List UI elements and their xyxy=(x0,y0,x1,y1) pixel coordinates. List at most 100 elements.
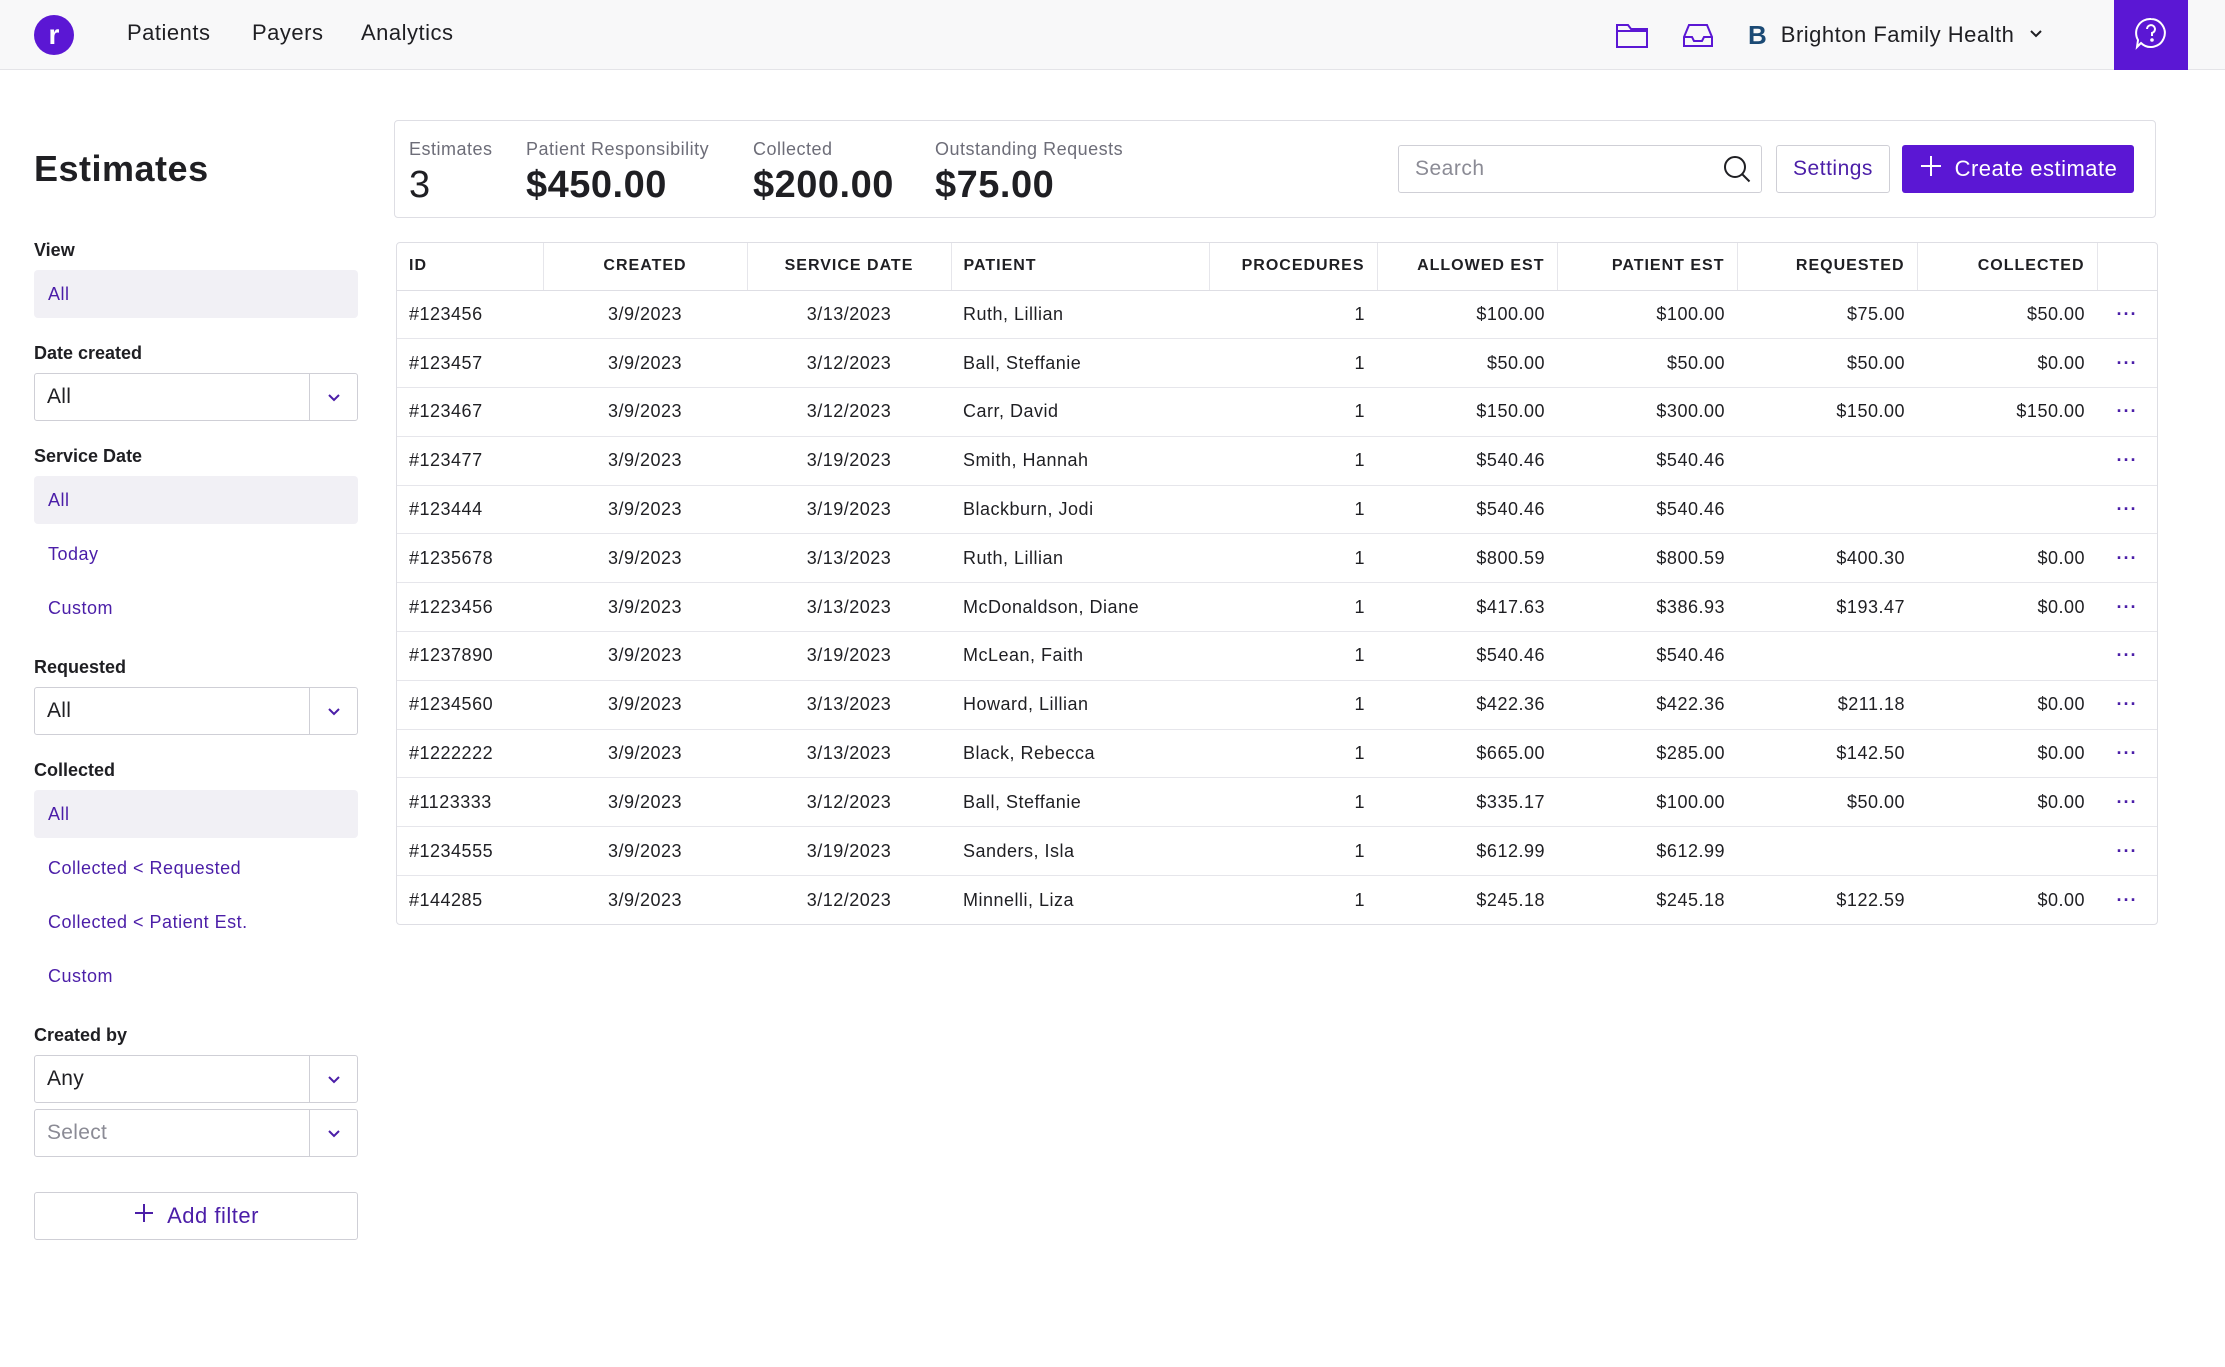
service-date-option-custom[interactable]: Custom xyxy=(48,597,114,618)
row-more-icon[interactable]: ··· xyxy=(2097,582,2157,633)
column-header-created[interactable]: CREATED xyxy=(543,243,748,291)
chevron-down-icon xyxy=(309,1110,357,1156)
column-header-allowed-est[interactable]: ALLOWED EST xyxy=(1377,243,1558,291)
column-header-patient[interactable]: PATIENT xyxy=(951,243,1210,291)
create-estimate-label: Create estimate xyxy=(1954,156,2118,181)
top-navigation: r Patients Payers Analytics B Brighton F… xyxy=(0,0,2225,70)
cell-id: #123477 xyxy=(397,436,543,486)
table-row[interactable]: #123456 3/9/2023 3/13/2023 Ruth, Lillian 1 $1… xyxy=(397,290,2157,340)
create-estimate-button[interactable]: Create estimate xyxy=(1902,145,2134,193)
folder-icon[interactable] xyxy=(1614,17,1650,53)
cell-created: 3/9/2023 xyxy=(543,338,747,389)
column-header-procedures[interactable]: PROCEDURES xyxy=(1209,243,1378,291)
settings-button[interactable]: Settings xyxy=(1776,145,1890,193)
collected-option-custom[interactable]: Custom xyxy=(48,965,114,986)
cell-requested: $50.00 xyxy=(1737,338,1917,389)
collected-option-all[interactable]: All xyxy=(34,790,358,838)
column-header-service-date[interactable]: SERVICE DATE xyxy=(747,243,952,291)
chevron-down-icon xyxy=(309,1056,357,1102)
cell-requested: $400.30 xyxy=(1737,533,1917,584)
row-more-icon[interactable]: ··· xyxy=(2097,533,2157,584)
table-row[interactable]: #123477 3/9/2023 3/19/2023 Smith, Hannah 1 $5… xyxy=(397,436,2157,486)
table-row[interactable]: #123457 3/9/2023 3/12/2023 Ball, Steffanie 1… xyxy=(397,338,2157,389)
date-created-select[interactable]: All xyxy=(34,373,358,421)
table-row[interactable]: #1237890 3/9/2023 3/19/2023 McLean, Faith 1 $… xyxy=(397,631,2157,681)
view-label: View xyxy=(34,240,75,260)
column-header-id[interactable]: ID xyxy=(397,243,544,291)
stat-estimates: Estimates 3 xyxy=(409,139,493,207)
cell-allowed-est: $540.46 xyxy=(1377,436,1557,486)
inbox-icon[interactable] xyxy=(1680,17,1716,53)
service-date-option-all[interactable]: All xyxy=(34,476,358,524)
row-more-icon[interactable]: ··· xyxy=(2097,680,2157,730)
collected-option-less-than-patient-est[interactable]: Collected < Patient Est. xyxy=(48,911,248,932)
stat-collected-label: Collected xyxy=(753,139,833,159)
table-row[interactable]: #1222222 3/9/2023 3/13/2023 Black, Rebecca 1… xyxy=(397,729,2157,779)
created-by-select[interactable]: Any xyxy=(34,1055,358,1103)
row-more-icon[interactable]: ··· xyxy=(2097,485,2157,535)
table-row[interactable]: #144285 3/9/2023 3/12/2023 Minnelli, Liza 1 $… xyxy=(397,876,2157,925)
add-filter-button[interactable]: Add filter xyxy=(34,1192,358,1240)
row-more-icon[interactable]: ··· xyxy=(2097,777,2157,828)
row-more-icon[interactable]: ··· xyxy=(2097,631,2157,681)
cell-requested: $150.00 xyxy=(1737,387,1917,437)
search-box[interactable] xyxy=(1398,145,1762,193)
table-row[interactable]: #1234560 3/9/2023 3/13/2023 Howard, Lillian… xyxy=(397,680,2157,730)
cell-collected xyxy=(1917,485,2097,535)
help-button[interactable] xyxy=(2114,0,2188,70)
column-header-requested[interactable]: REQUESTED xyxy=(1737,243,1918,291)
created-by-label: Created by xyxy=(34,1025,128,1045)
cell-collected: $0.00 xyxy=(1917,338,2097,389)
requested-select[interactable]: All xyxy=(34,687,358,735)
table-row[interactable]: #1234555 3/9/2023 3/19/2023 Sanders, Isla 1 $… xyxy=(397,826,2157,877)
table-row[interactable]: #123444 3/9/2023 3/19/2023 Blackburn, Jodi 1… xyxy=(397,485,2157,535)
cell-allowed-est: $417.63 xyxy=(1377,582,1557,633)
nav-payers[interactable]: Payers xyxy=(252,20,324,45)
cell-patient: Minnelli, Liza xyxy=(963,889,1075,910)
row-more-icon[interactable]: ··· xyxy=(2097,826,2157,877)
row-more-icon[interactable]: ··· xyxy=(2097,290,2157,340)
cell-requested: $193.47 xyxy=(1737,582,1917,633)
table-row[interactable]: #123467 3/9/2023 3/12/2023 Carr, David 1 $150… xyxy=(397,387,2157,437)
search-input[interactable] xyxy=(1399,157,1713,181)
app-logo[interactable]: r xyxy=(34,15,74,55)
cell-id: #123444 xyxy=(397,485,543,535)
search-icon[interactable] xyxy=(1713,154,1761,184)
view-option-all[interactable]: All xyxy=(34,270,358,318)
row-more-icon[interactable]: ··· xyxy=(2097,729,2157,779)
collected-option-less-than-requested[interactable]: Collected < Requested xyxy=(48,857,242,878)
created-by-user-placeholder: Select xyxy=(47,1121,108,1144)
column-header-patient-est[interactable]: PATIENT EST xyxy=(1557,243,1738,291)
cell-procedures: 1 xyxy=(1209,436,1377,486)
cell-service-date: 3/12/2023 xyxy=(747,777,951,828)
cell-service-date: 3/13/2023 xyxy=(747,729,951,779)
column-header-collected[interactable]: COLLECTED xyxy=(1917,243,2098,291)
cell-allowed-est: $335.17 xyxy=(1377,777,1557,828)
row-more-icon[interactable]: ··· xyxy=(2097,436,2157,486)
cell-collected xyxy=(1917,631,2097,681)
date-created-label: Date created xyxy=(34,343,143,363)
stat-patient-responsibility-value: $450.00 xyxy=(526,164,667,206)
cell-procedures: 1 xyxy=(1209,290,1377,340)
cell-requested: $142.50 xyxy=(1737,729,1917,779)
stat-patient-responsibility-label: Patient Responsibility xyxy=(526,139,710,159)
org-switcher[interactable]: B Brighton Family Health xyxy=(1748,17,2044,53)
stat-outstanding-requests: Outstanding Requests $75.00 xyxy=(935,139,1123,207)
cell-collected: $50.00 xyxy=(1917,290,2097,340)
cell-patient-est: $422.36 xyxy=(1557,680,1737,730)
cell-created: 3/9/2023 xyxy=(543,533,747,584)
service-date-option-today[interactable]: Today xyxy=(48,543,99,564)
nav-analytics[interactable]: Analytics xyxy=(361,20,454,45)
table-row[interactable]: #1223456 3/9/2023 3/13/2023 McDonaldson, Di… xyxy=(397,582,2157,633)
created-by-user-select[interactable]: Select xyxy=(34,1109,358,1157)
cell-procedures: 1 xyxy=(1354,889,1365,910)
cell-service-date: 3/12/2023 xyxy=(806,889,892,910)
row-more-icon[interactable]: ··· xyxy=(2097,387,2157,437)
table-row[interactable]: #1123333 3/9/2023 3/12/2023 Ball, Steffanie… xyxy=(397,777,2157,828)
nav-patients[interactable]: Patients xyxy=(127,20,211,45)
table-row[interactable]: #1235678 3/9/2023 3/13/2023 Ruth, Lillian 1 $… xyxy=(397,533,2157,584)
cell-allowed-est: $540.46 xyxy=(1377,485,1557,535)
row-more-icon[interactable]: ··· xyxy=(2097,338,2157,389)
row-more-icon[interactable]: ··· xyxy=(2116,889,2138,910)
chevron-down-icon xyxy=(309,688,357,734)
